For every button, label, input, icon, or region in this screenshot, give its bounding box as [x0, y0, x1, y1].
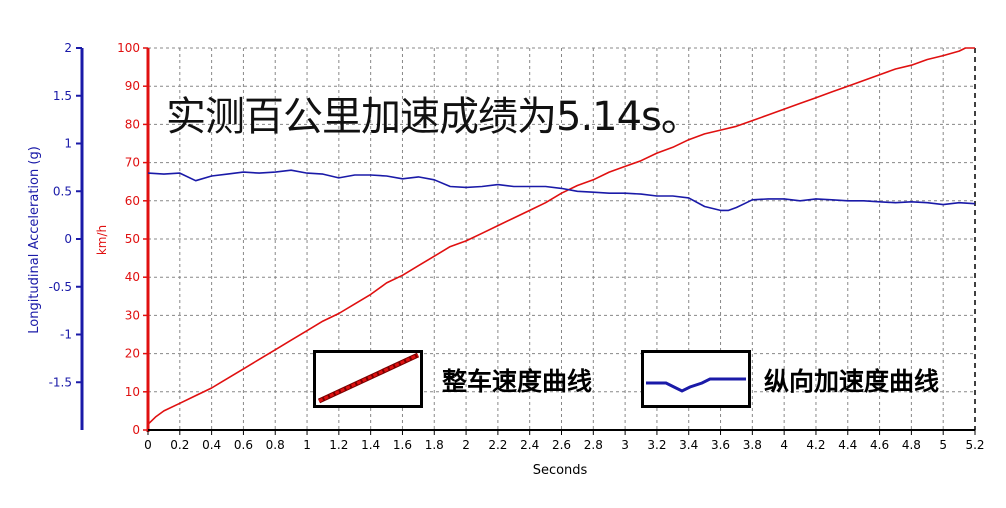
x-tick-label: 5: [939, 438, 947, 452]
x-tick-label: 1.4: [361, 438, 380, 452]
right-y-tick-label: 0: [132, 423, 140, 437]
x-tick-label: 2.4: [520, 438, 539, 452]
speed-legend-swatch: [313, 350, 423, 408]
speed-legend-line: [317, 353, 420, 404]
accel-legend-label: 纵向加速度曲线: [764, 367, 940, 396]
x-tick-label: 3.8: [743, 438, 762, 452]
x-tick-label: 4.8: [902, 438, 921, 452]
x-tick-label: 2.2: [488, 438, 507, 452]
left-y-tick-label: 1: [64, 137, 72, 151]
x-tick-label: 0.8: [266, 438, 285, 452]
accel-legend-swatch: [641, 350, 751, 408]
left-y-tick-label: 0: [64, 232, 72, 246]
x-tick-label: 1.6: [393, 438, 412, 452]
left-y-tick-label: -1.5: [49, 375, 72, 389]
left-y-tick-label: -1: [60, 328, 72, 342]
left-y-tick-label: 0.5: [53, 184, 72, 198]
x-tick-label: 3.4: [679, 438, 698, 452]
series-layer: [147, 47, 976, 425]
x-tick-label: 2.6: [552, 438, 571, 452]
accel-legend-line: [646, 377, 746, 393]
left-y-tick-label: 2: [64, 41, 72, 55]
x-tick-label: 0.6: [234, 438, 253, 452]
right-y-axis-label: km/h: [95, 225, 109, 255]
x-tick-label: 2: [462, 438, 470, 452]
left-y-axis-label: Longitudinal Acceleration (g): [27, 146, 42, 334]
right-y-tick-label: 40: [125, 270, 140, 284]
x-tick-label: 0.2: [170, 438, 189, 452]
right-y-tick-label: 30: [125, 308, 140, 322]
x-tick-label: 3: [621, 438, 629, 452]
x-tick-label: 0.4: [202, 438, 221, 452]
ticks-layer: 0 0.2 0.4 0.6 0.8 1 1.2 1.4 1.6 1.8 2 2.2 2.4 2.6 2.8 3…: [49, 41, 985, 452]
left-y-tick-label: -0.5: [49, 280, 72, 294]
acceleration-series-line: [147, 169, 976, 212]
x-tick-label: 1.2: [329, 438, 348, 452]
x-tick-label: 4.4: [838, 438, 857, 452]
x-tick-label: 3.6: [711, 438, 730, 452]
x-tick-label: 4.6: [870, 438, 889, 452]
x-axis-label: Seconds: [533, 463, 588, 478]
x-tick-label: 4: [780, 438, 788, 452]
right-y-tick-label: 80: [125, 117, 140, 131]
x-tick-label: 5.2: [965, 438, 984, 452]
x-tick-label: 2.8: [584, 438, 603, 452]
right-y-tick-label: 20: [125, 347, 140, 361]
x-tick-label: 4.2: [806, 438, 825, 452]
x-tick-label: 3.2: [647, 438, 666, 452]
right-y-tick-label: 100: [117, 41, 140, 55]
right-y-tick-label: 70: [125, 156, 140, 170]
right-y-tick-label: 10: [125, 385, 140, 399]
right-y-tick-label: 60: [125, 194, 140, 208]
right-y-tick-label: 90: [125, 79, 140, 93]
left-y-tick-label: 1.5: [53, 89, 72, 103]
speed-series-line: [147, 47, 975, 425]
headline-text: 实测百公里加速成绩为5.14s。: [166, 94, 701, 140]
x-tick-label: 0: [144, 438, 152, 452]
right-y-tick-label: 50: [125, 232, 140, 246]
x-tick-label: 1.8: [425, 438, 444, 452]
speed-legend-label: 整车速度曲线: [442, 367, 593, 396]
x-tick-label: 1: [303, 438, 311, 452]
